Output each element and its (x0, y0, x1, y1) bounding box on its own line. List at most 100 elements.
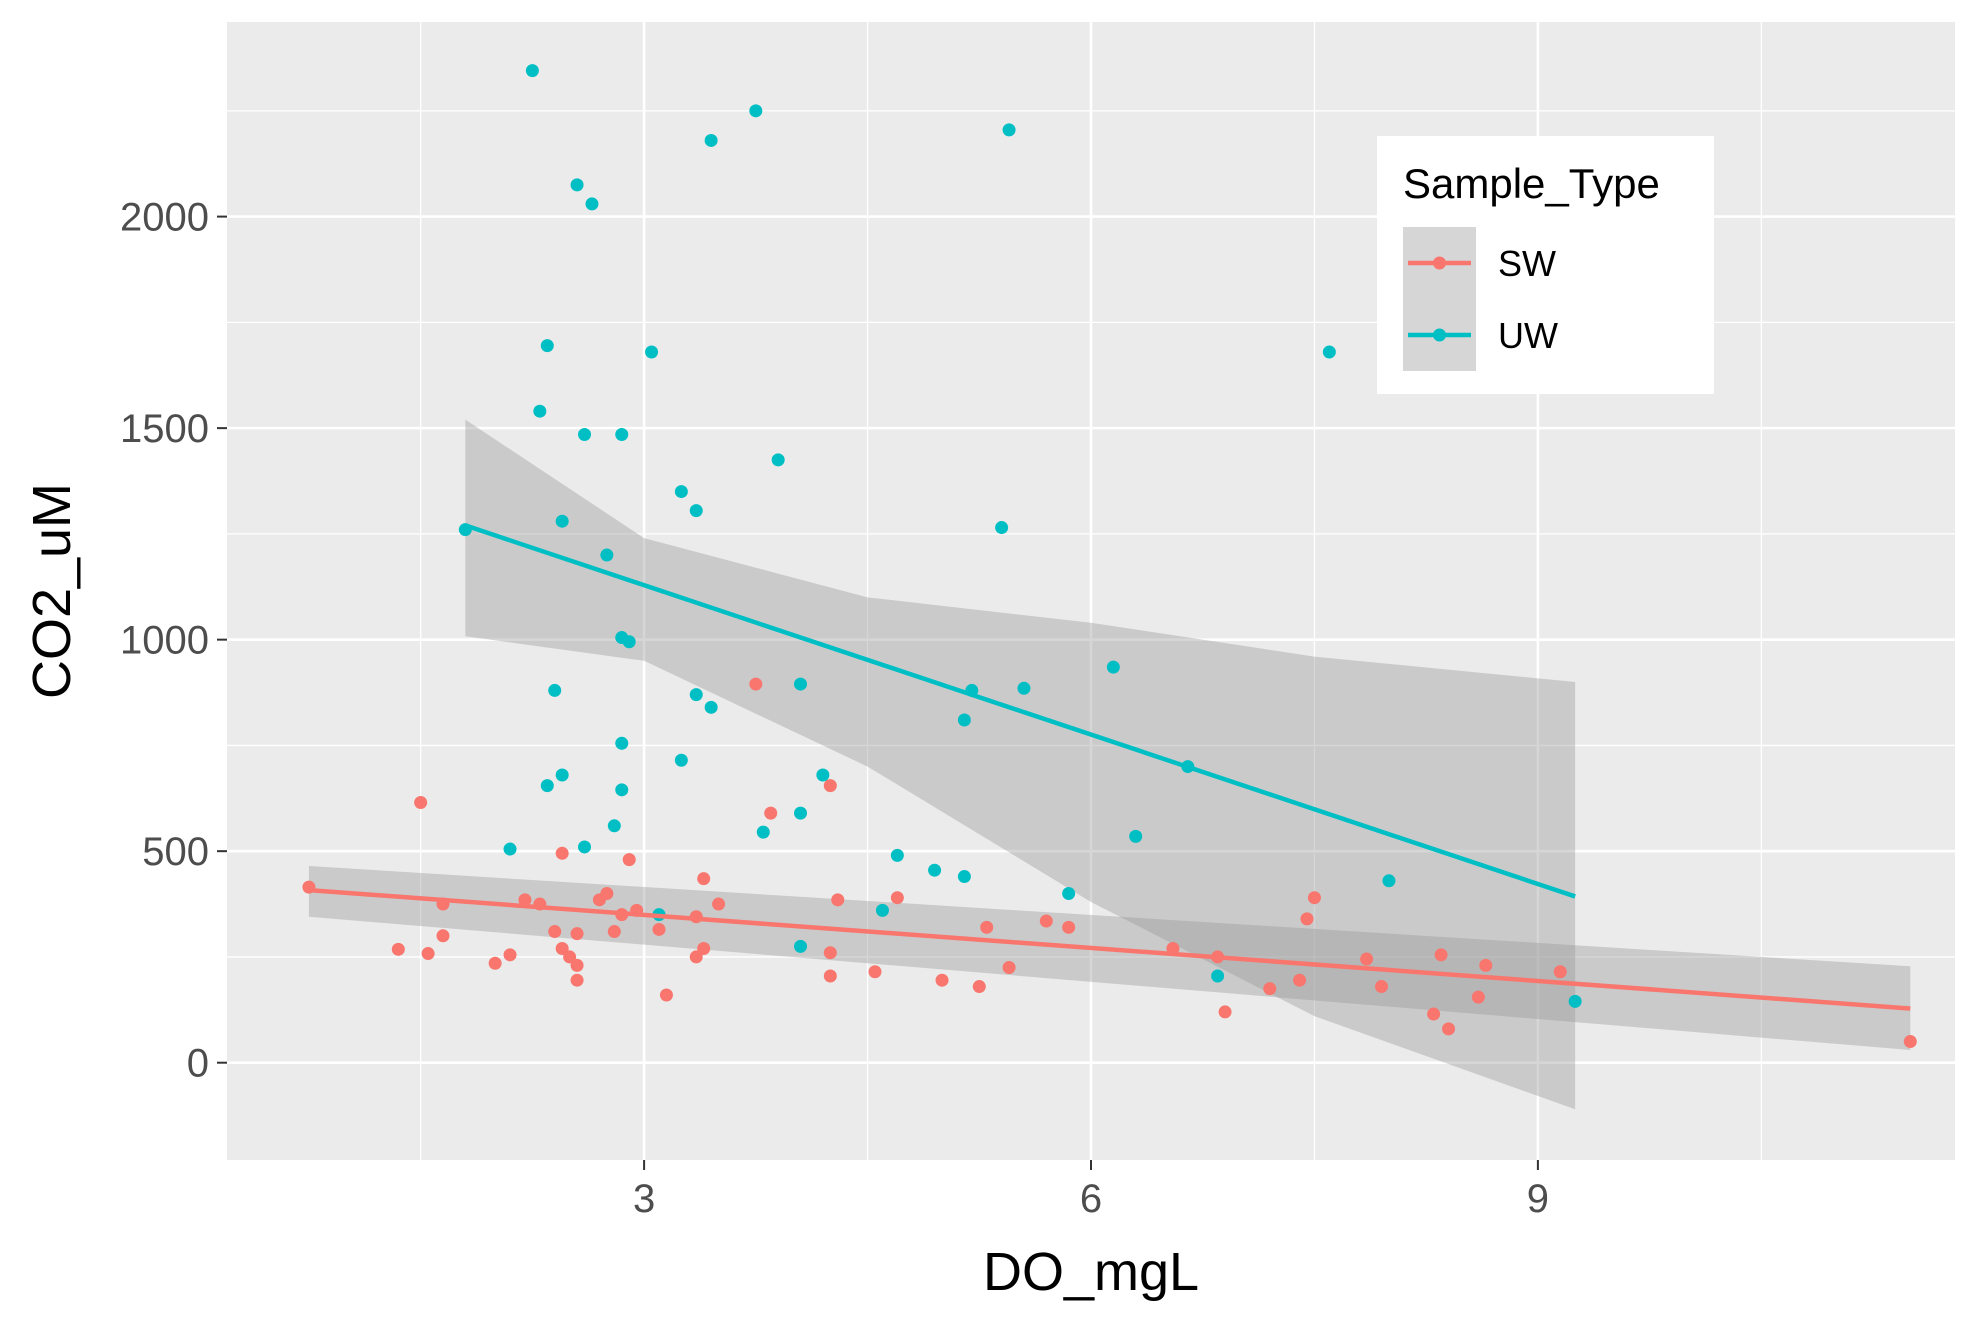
data-point-sw (1434, 948, 1448, 962)
data-point-uw (555, 514, 569, 528)
data-point-sw (1218, 1005, 1232, 1019)
legend-key-point (1433, 328, 1446, 342)
trend-lines (308, 523, 1911, 1011)
trend-line-uw (464, 523, 1576, 899)
data-point-sw (570, 973, 584, 987)
data-point-sw (1300, 912, 1314, 926)
y-tick-label: 1000 (120, 619, 209, 663)
data-point-sw (488, 956, 502, 970)
data-point-sw (1374, 980, 1388, 994)
data-point-uw (704, 700, 718, 714)
data-point-sw (1263, 982, 1277, 996)
legend: Sample_Type SW UW (1377, 136, 1714, 394)
y-tick-label: 0 (187, 1042, 209, 1086)
y-tick-label: 2000 (120, 196, 209, 240)
data-point-sw (607, 925, 621, 939)
data-point-uw (1211, 969, 1225, 983)
data-point-uw (1062, 886, 1076, 900)
x-tick-label: 3 (633, 1177, 655, 1221)
data-point-uw (533, 404, 547, 418)
data-point-uw (548, 683, 562, 697)
data-point-sw (1553, 965, 1567, 979)
data-point-sw (1360, 952, 1374, 966)
legend-title: Sample_Type (1403, 160, 1660, 207)
y-tick-label: 500 (142, 830, 209, 874)
data-point-uw (645, 345, 659, 359)
data-point-sw (890, 891, 904, 905)
data-point-uw (689, 688, 703, 702)
data-point-uw (957, 870, 971, 884)
data-point-uw (816, 768, 830, 782)
data-point-sw (831, 893, 845, 907)
data-point-sw (935, 973, 949, 987)
data-point-sw (712, 897, 726, 911)
data-point-sw (548, 925, 562, 939)
data-point-sw (391, 942, 405, 956)
data-point-uw (995, 521, 1009, 535)
data-point-sw (749, 677, 763, 691)
data-point-sw (823, 969, 837, 983)
data-point-sw (1039, 914, 1053, 928)
data-point-sw (659, 988, 673, 1002)
data-point-sw (972, 980, 986, 994)
data-point-sw (1442, 1022, 1456, 1036)
confidence-bands (308, 419, 1911, 1110)
x-tick-label: 9 (1527, 1177, 1549, 1221)
data-point-uw (503, 842, 517, 856)
trend-line-sw (308, 887, 1911, 1011)
data-point-sw (622, 853, 636, 867)
data-point-uw (794, 806, 808, 820)
data-point-uw (570, 178, 584, 192)
data-point-uw (578, 840, 592, 854)
data-point-uw (555, 768, 569, 782)
data-point-sw (652, 922, 666, 936)
data-point-sw (1471, 990, 1485, 1004)
y-tick-label: 1500 (120, 407, 209, 451)
data-point-sw (697, 872, 711, 886)
data-point-sw (421, 947, 435, 961)
data-point-uw (674, 485, 688, 499)
data-point-uw (607, 819, 621, 833)
data-point-uw (622, 635, 636, 649)
data-point-sw (436, 929, 450, 943)
legend-keys: SW UW (1403, 227, 1558, 371)
data-point-sw (503, 948, 517, 962)
data-point-uw (875, 903, 889, 917)
data-point-uw (540, 339, 554, 353)
data-point-sw (980, 920, 994, 934)
data-point-uw (674, 753, 688, 767)
x-axis-title: DO_mgL (983, 1242, 1199, 1302)
data-point-uw (615, 427, 629, 441)
data-point-uw (585, 197, 599, 211)
data-point-sw (1427, 1007, 1441, 1021)
data-point-uw (1129, 829, 1143, 843)
data-point-sw (868, 965, 882, 979)
data-point-sw (600, 886, 614, 900)
confidence-band-uw (465, 419, 1576, 1110)
x-tick-label: 6 (1080, 1177, 1102, 1221)
data-point-sw (414, 796, 428, 810)
legend-key-point (1433, 256, 1446, 270)
data-point-uw (756, 825, 770, 839)
data-point-uw (615, 736, 629, 750)
data-point-sw (1903, 1035, 1917, 1049)
data-point-uw (957, 713, 971, 727)
confidence-band-sw (308, 865, 1911, 1051)
data-point-sw (1479, 958, 1493, 972)
data-point-sw (555, 941, 569, 955)
data-point-uw (1382, 874, 1396, 888)
data-point-sw (764, 806, 778, 820)
data-point-sw (823, 946, 837, 960)
data-point-sw (555, 846, 569, 860)
data-point-sw (1293, 973, 1307, 987)
data-points (302, 64, 1917, 1049)
axes: 3 6 9 0 500 1000 1500 2000 (120, 196, 1549, 1221)
data-point-sw (823, 779, 837, 793)
data-point-uw (794, 677, 808, 691)
data-point-uw (1568, 994, 1582, 1008)
legend-label-uw: UW (1498, 315, 1558, 356)
data-point-sw (1002, 961, 1016, 975)
data-point-uw (749, 104, 763, 118)
